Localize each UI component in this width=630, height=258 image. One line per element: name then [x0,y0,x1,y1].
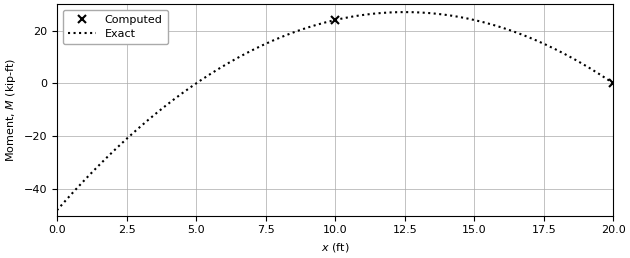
Y-axis label: Moment, $M$ (kip-ft): Moment, $M$ (kip-ft) [4,58,18,162]
X-axis label: $x$ (ft): $x$ (ft) [321,241,350,254]
Exact [384,11,392,14]
Exact [401,11,409,14]
Legend: Computed, Exact: Computed, Exact [62,10,168,44]
Line: Computed: Computed [331,16,617,88]
Exact [53,209,60,212]
Computed [331,19,339,22]
Exact [321,21,328,24]
Exact [318,22,325,25]
Exact [597,74,605,77]
Exact [610,82,617,85]
Exact [354,14,362,17]
Exact [510,30,518,33]
Computed [610,82,617,85]
Line: Exact: Exact [57,12,614,210]
